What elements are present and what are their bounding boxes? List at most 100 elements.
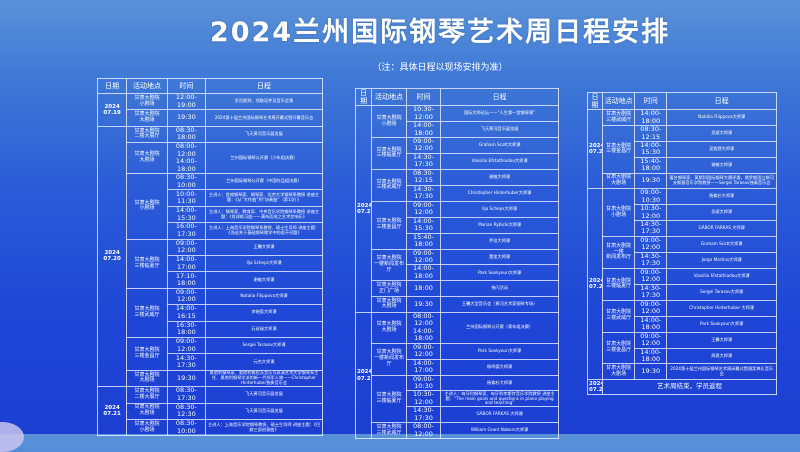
event-cell: 2024第十届兰州国际钢琴艺术周开幕式暨开幕音乐会 <box>205 109 323 127</box>
time-cell: 09:00-12:00 <box>405 248 442 266</box>
time-cell: 08:30-12:15 <box>634 125 668 142</box>
time-cell: 10:30-12:00 <box>405 105 442 123</box>
venue-cell: 甘肃大剧院 大剧场 <box>126 109 168 127</box>
table-row: 14:00-17:00 Ilja Scheps大师课 <box>98 254 323 273</box>
event-cell: 飞天黄河音乐展览展 <box>205 402 323 420</box>
time-cell: 14:00-18:00 <box>405 264 442 282</box>
event-cell: 飞天黄河音乐展览展 <box>440 121 559 138</box>
venue-cell: 甘肃大剧院 大剧场 <box>602 363 636 380</box>
table-row: 2024 07.19 甘肃大剧院 小剧场 12:00-19:00 学员报到、领取证件及… <box>96 92 323 127</box>
table-row: 甘肃大剧院 三楼武威厅 09:00-12:00 Christopher Hinter… <box>588 299 777 333</box>
time-cell: 08:00-12:00 14:00-18:00 <box>166 142 207 175</box>
event-cell: 2024第十届兰州国际钢琴艺术周闭幕式暨颁奖典礼音乐会 <box>666 363 777 380</box>
time-cell: 14:30-17:30 <box>634 220 668 237</box>
table-row: 甘肃大剧院 大剧场 19:30 2024第十届兰州国际钢琴艺术周闭幕式暨颁奖典礼音乐… <box>588 363 777 380</box>
venue-cell: 甘肃大剧院 一楼新闻发布厅 <box>371 342 407 376</box>
date-cell: 2024 07.22 <box>586 109 604 190</box>
venue-cell: 甘肃大剧院 三楼金昌厅 <box>602 125 636 174</box>
event-cell: 主讲人：匈牙利钢琴家、匈牙利李斯特音乐学院教授 讲座主题：“The main g… <box>440 390 559 408</box>
table-row: 2024 07.21 甘肃大剧院 二楼大展厅 08:30-17:30 飞天黄河音乐展览… <box>96 386 323 437</box>
table-row: 14:00-16:15 李晓笛大师课 <box>98 304 323 322</box>
table-row: 14:00-15:30 主讲人：钢琴家、教育家、中央音乐学院钢琴系教授 讲座主题：… <box>98 205 323 224</box>
time-cell: 09:00-12:00 <box>166 238 207 257</box>
venue-cell: 甘肃大剧院 三楼金昌厅 <box>126 336 168 371</box>
time-cell: 09:00-12:00 <box>166 336 207 355</box>
table-row: 甘肃大剧院 三楼金昌厅 09:00-12:00 Sergei Tarasov大师课 <box>98 336 323 371</box>
table-row: 10:30-12:00 吴斌大师课 <box>588 204 777 222</box>
venue-cell: 甘肃大剧院 小剧场 <box>602 188 636 237</box>
table-row: 甘肃大剧院 三楼临夏厅 09:00-12:00 王馨大师课 <box>98 238 323 289</box>
event-cell: 周竟大师课 <box>666 347 777 365</box>
header-row: 日期 活动地点 时间 日程 <box>354 87 559 107</box>
event-cell: Park Sookyoun大师课 <box>440 342 559 360</box>
venue-cell: 甘肃大剧院 三楼临夏厅 <box>126 238 168 289</box>
table-row: 2024 07.20 甘肃大剧院 二楼大展厅 08:30-18:00 飞天黄河音乐展览… <box>96 125 323 388</box>
time-cell: 19:30 <box>405 296 442 313</box>
event-cell: GÁBOR FARKAS 大师课 <box>666 220 777 237</box>
venue-cell: 甘肃大剧院 三楼临夏厅 <box>602 267 636 301</box>
time-cell: 15:40-18:00 <box>405 232 442 250</box>
schedule-table-1: 日期 活动地点 时间 日程 2024 07.19 甘肃大剧院 小剧场 12:00-19:00… <box>96 78 323 437</box>
event-cell: Ilja Scheps大师课 <box>440 200 559 218</box>
time-cell: 14:00-18:00 <box>634 315 668 333</box>
date-cell: 2024 07.23 <box>586 188 604 380</box>
venue-cell: 甘肃大剧院 小剧场 <box>126 92 168 111</box>
table-row: 甘肃大剧院 大剧场 19:30 奥地利钢琴家、奥地利格拉茨音乐与表演艺术大学钢琴系主… <box>98 369 323 388</box>
time-cell: 08:30-12:15 <box>405 168 442 186</box>
venue-cell: 甘肃大剧院 三楼武威厅 <box>371 168 407 202</box>
event-cell: 兰州国际钢琴公开赛（青年组决赛） <box>440 311 559 344</box>
event-cell: 吴斌大师课 <box>666 125 777 142</box>
event-cell: Christopher Hinterhuber大师课 <box>440 184 559 202</box>
venue-cell: 甘肃大剧院 大剧场 <box>126 402 168 420</box>
event-cell: Christopher Hinterhuber 大师课 <box>666 299 777 317</box>
event-cell: 杨紫杉大师课 <box>440 374 559 392</box>
table-row: 甘肃大剧院 三楼临夏厅 09:00-12:00 Graham Scott大师课 <box>356 136 559 170</box>
venue-cell: 甘肃大剧院 三楼金昌厅 <box>602 331 636 365</box>
time-cell: 14:00-18:00 <box>634 109 668 127</box>
date-cell: 2024 07.19 <box>96 93 128 127</box>
event-cell: Ilja Scheps大师课 <box>205 254 323 273</box>
event-cell: 快闪活动 <box>440 280 559 298</box>
time-cell: 08:30-18:00 <box>166 125 207 144</box>
venue-cell: 甘肃大剧院 一楼新闻发布厅 <box>371 248 407 282</box>
time-cell: 17:10-18:00 <box>166 271 207 289</box>
event-cell: 奥地利钢琴家、奥地利格拉茨音乐与表演艺术大学钢琴系主任、奥地利钢琴学派的新一代领… <box>205 369 323 388</box>
event-cell: 王馨大型音乐会（黄河艺术家钢琴专场） <box>440 296 559 313</box>
venue-cell: 甘肃大剧院一楼 新闻发布厅 <box>602 235 636 269</box>
venue-cell: 甘肃大剧院 大剧场 <box>602 172 636 190</box>
table-row: 甘肃大剧院 大剧场 19:30 著名钢琴家、莫斯科国际钢琴大赛评委，俄罗斯国立柴可夫… <box>588 172 777 190</box>
venue-cell: 甘肃大剧院 三楼武威厅 <box>126 287 168 338</box>
event-cell: 学员报到、领取证件及音乐会票 <box>205 92 323 111</box>
header-date: 日期 <box>586 91 604 111</box>
header-time: 时间 <box>405 87 442 107</box>
time-cell: 14:30-17:30 <box>405 152 442 170</box>
date-cell: 2024 07.21 <box>96 386 128 437</box>
event-cell: William Grant Nabore大师课 <box>440 422 559 440</box>
table-row: 甘肃大剧院 小剧场 08:30-10:00 主讲人：上海音乐学院钢琴教授、硕士生导师… <box>98 418 323 437</box>
time-cell: 09:00-12:00 <box>634 299 668 317</box>
event-cell: 李晓笛大师课 <box>205 304 323 322</box>
table-row: 14:00-18:00 飞天黄河音乐展览展 <box>356 121 559 138</box>
time-cell: 14:00-15:30 <box>166 205 207 224</box>
event-cell: Park Sookyoun大师课 <box>666 315 777 333</box>
table-row: 2024 07.24艺术周结束，学员返程 <box>586 378 777 396</box>
venue-cell: 甘肃大剧院 大剧场 <box>126 369 168 388</box>
table-row: 甘肃大剧院 大剧场 08:00-12:00 14:00-18:00 兰州国际钢琴公开… <box>98 142 323 175</box>
time-cell: 19:30 <box>166 369 207 388</box>
event-cell: 飞天黄河音乐展览展 <box>205 125 323 144</box>
venue-cell: 甘肃大剧院 三楼金昌厅 <box>371 200 407 250</box>
header-event: 日程 <box>205 78 323 94</box>
table-row: 14:30-17:30 Vassilia Efstathiadou大师课 <box>356 152 559 170</box>
venue-cell: 甘肃大剧院 小剧场 <box>126 173 168 240</box>
time-cell: 19:30 <box>634 172 668 190</box>
table-row: 甘肃大剧院 大剧场 19:30 2024第十届兰州国际钢琴艺术周开幕式暨开幕音乐会 <box>98 109 323 127</box>
closing-event-cell: 艺术周结束，学员返程 <box>602 378 777 396</box>
time-cell: 14:00-17:00 <box>166 254 207 273</box>
table-row: 16:00-17:30 主讲人：上海音乐学院钢琴系教授、硕士生导师 讲座主题：《浅… <box>98 222 323 240</box>
time-cell: 15:40-18:00 <box>634 156 668 174</box>
event-cell: Graham Scott大师课 <box>666 235 777 253</box>
time-cell: 08:30-10:00 <box>166 418 207 437</box>
header-date: 日期 <box>354 87 373 107</box>
